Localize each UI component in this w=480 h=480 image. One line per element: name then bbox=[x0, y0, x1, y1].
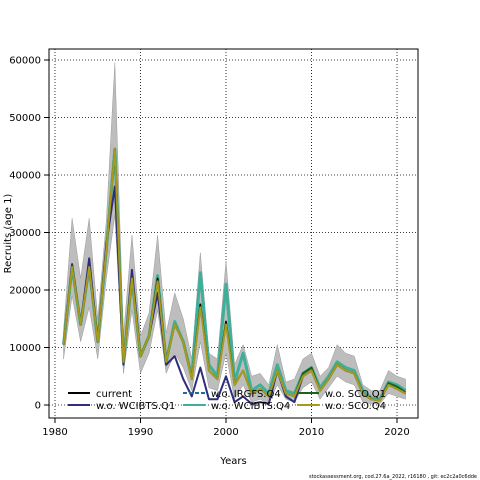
series-line-w-o-sco-q4 bbox=[62, 148, 407, 402]
series-layer bbox=[62, 147, 407, 405]
legend-label: current bbox=[96, 389, 132, 400]
x-tick-label: 2020 bbox=[384, 427, 409, 438]
footer-credit: stockassessment.org, cod.27.6a_2022, r16… bbox=[309, 474, 477, 480]
y-tick-label: 30000 bbox=[9, 228, 41, 239]
legend-label: w.o. WCIBTS.Q4 bbox=[211, 401, 290, 412]
plot-frame bbox=[48, 48, 419, 419]
y-tick-label: 0 bbox=[35, 401, 41, 412]
x-tick-label: 2000 bbox=[213, 427, 238, 438]
x-tick-label: 1990 bbox=[128, 427, 153, 438]
x-axis-label: Years bbox=[219, 456, 246, 467]
legend-item: w.o. SCO.Q4 bbox=[297, 401, 386, 412]
legend-label: w.o. SCO.Q4 bbox=[325, 401, 386, 412]
legend-item: w.o. SCO.Q1 bbox=[297, 389, 386, 400]
legend-item: current bbox=[68, 389, 132, 400]
y-tick-label: 50000 bbox=[9, 113, 41, 124]
x-tick-label: 2010 bbox=[299, 427, 324, 438]
legend-label: w.o. IRGFS.Q4 bbox=[211, 389, 281, 400]
legend-label: w.o. SCO.Q1 bbox=[325, 389, 386, 400]
y-tick-label: 10000 bbox=[9, 343, 41, 354]
x-tick-label: 1980 bbox=[42, 427, 67, 438]
legend-label: w.o. WCIBTS.Q1 bbox=[96, 401, 175, 412]
legend-item: w.o. WCIBTS.Q1 bbox=[68, 401, 175, 412]
legend-item: w.o. IRGFS.Q4 bbox=[183, 389, 281, 400]
y-axis-label: Recruits (age 1) bbox=[3, 194, 14, 274]
y-tick-label: 20000 bbox=[9, 286, 41, 297]
y-tick-label: 60000 bbox=[9, 56, 41, 67]
legend-item: w.o. WCIBTS.Q4 bbox=[183, 401, 290, 412]
confidence-band bbox=[63, 62, 406, 405]
axes-layer: 1980 1990 2000 2010 2020 0 10000 20000 30000 4000… bbox=[9, 56, 410, 439]
y-tick-label: 40000 bbox=[9, 171, 41, 182]
confidence-band-layer bbox=[63, 62, 406, 405]
